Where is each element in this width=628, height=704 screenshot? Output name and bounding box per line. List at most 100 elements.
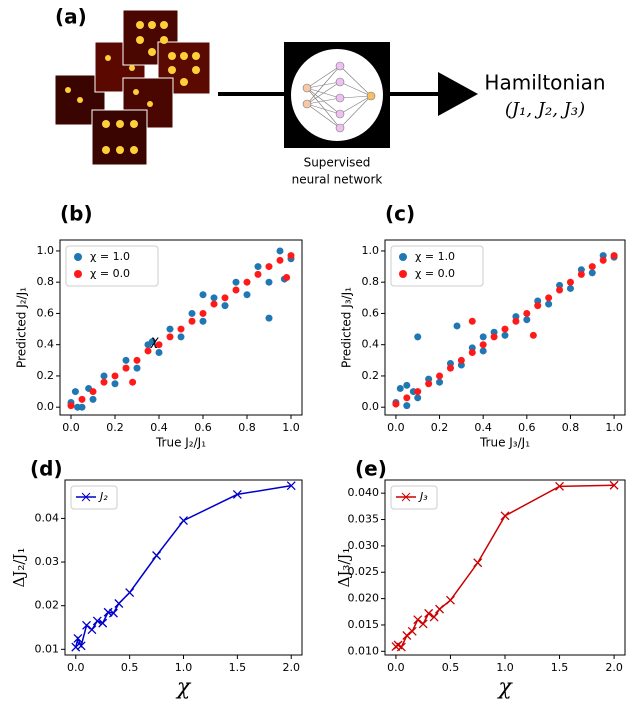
plot-area (392, 252, 618, 410)
line (75, 484, 292, 649)
point (392, 400, 400, 408)
line (395, 484, 615, 649)
y-tick-label: 0.04 (35, 511, 60, 524)
panel-label: (b) (60, 202, 93, 226)
point (276, 247, 284, 255)
marker (435, 604, 445, 614)
x-axis-label: True J₃/J₁ (479, 436, 530, 450)
x-tick-label: 0.6 (194, 421, 212, 434)
point (287, 252, 295, 260)
y-axis-label: ΔJ₃/J₁ (335, 548, 353, 588)
point (243, 278, 251, 286)
marker (232, 489, 242, 499)
y-tick-label: 0.4 (37, 338, 55, 351)
legend-swatch (74, 270, 82, 278)
heatmap-stack (54, 9, 211, 166)
marker (82, 620, 92, 630)
x-tick-label: 0.0 (62, 421, 80, 434)
marker (87, 625, 97, 635)
legend-label: J₂ (98, 490, 108, 503)
point (100, 378, 108, 386)
x-tick-label: 0.4 (474, 421, 492, 434)
point (155, 341, 163, 349)
point (199, 317, 207, 325)
y-tick-label: 1.0 (37, 244, 55, 257)
point (133, 356, 141, 364)
point (221, 294, 229, 302)
network (302, 61, 376, 133)
marker (114, 599, 124, 608)
y-tick-label: 0.040 (348, 486, 380, 499)
y-tick-label: 0.020 (348, 592, 380, 605)
point (588, 269, 596, 277)
x-tick-label: 0.0 (67, 661, 85, 674)
y-tick-label: 0.015 (348, 618, 380, 631)
point (67, 402, 75, 410)
y-tick-label: 0.2 (362, 369, 380, 382)
point (501, 331, 509, 339)
point (403, 394, 411, 402)
legend-box (65, 245, 159, 287)
annotation: χ (150, 334, 160, 349)
x-axis-label: χ (175, 675, 192, 700)
legend-label: J₃ (418, 490, 428, 503)
point (232, 278, 240, 286)
point (122, 356, 130, 364)
marker (76, 641, 86, 651)
network-caption: neural network (292, 173, 383, 187)
x-tick-label: 1.0 (175, 661, 193, 674)
point (446, 364, 454, 372)
point (232, 286, 240, 294)
y-axis-label: Predicted J₃/J₁ (340, 287, 354, 368)
legend-label: χ = 1.0 (90, 250, 130, 263)
point (89, 388, 97, 396)
point (254, 270, 262, 278)
x-axis-label: True J₂/J₁ (155, 436, 206, 450)
y-tick-label: 0.025 (348, 565, 380, 578)
point (188, 317, 196, 325)
marker (413, 615, 423, 625)
point (243, 291, 251, 299)
marker (418, 619, 428, 629)
point (414, 333, 422, 341)
point (457, 356, 465, 364)
marker (109, 608, 118, 618)
point (144, 347, 152, 355)
point (122, 364, 130, 372)
point (265, 278, 273, 286)
point (199, 291, 207, 299)
plot-frame (384, 239, 626, 416)
point (468, 349, 476, 356)
x-axis-label: χ (496, 675, 513, 700)
marker (429, 612, 439, 622)
legend-label: χ = 1.0 (415, 250, 455, 263)
point (111, 380, 119, 388)
y-tick-label: 0.6 (362, 306, 380, 319)
point (129, 378, 137, 386)
marker (609, 480, 619, 490)
marker (555, 481, 565, 491)
marker (98, 618, 108, 628)
panel-label: (e) (355, 457, 387, 481)
point (403, 381, 411, 389)
y-tick-label: 0.01 (35, 642, 60, 655)
point (166, 333, 174, 341)
point (599, 256, 607, 264)
panel-label: (d) (30, 457, 63, 481)
y-tick-label: 0.03 (35, 555, 60, 568)
point (155, 349, 163, 356)
output-params: (J₁, J₂, J₃) (505, 99, 585, 120)
point (425, 380, 433, 388)
x-tick-label: 0.5 (442, 661, 460, 674)
point (166, 325, 174, 333)
y-tick-label: 0.8 (37, 275, 55, 288)
marker (92, 616, 102, 626)
point (436, 378, 444, 386)
plot-frame (59, 239, 303, 416)
network-caption: Supervised (304, 156, 371, 170)
legend-swatch (74, 253, 82, 261)
point (545, 294, 553, 302)
marker (402, 631, 412, 640)
legend-swatch (399, 253, 407, 261)
